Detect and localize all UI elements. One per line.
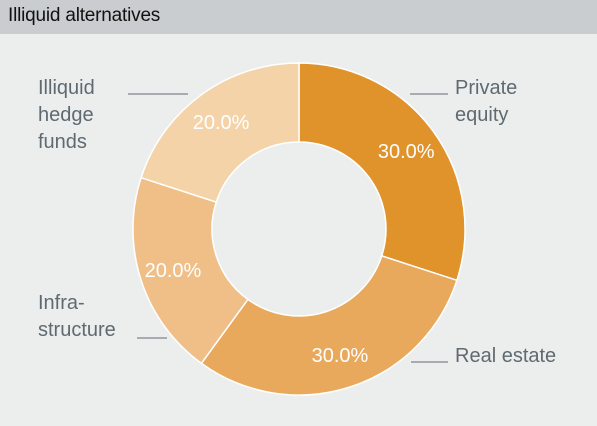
value-label-private-equity: 30.0%: [378, 141, 435, 163]
slice-private-equity: [298, 62, 466, 282]
category-label-infra-structure: Infra-structure: [38, 292, 116, 341]
category-label-illiquid-hedge-funds: Illiquid hedge funds: [38, 77, 95, 153]
value-label-illiquid-hedge-funds: 20.0%: [193, 112, 250, 134]
value-label-infra-structure: 20.0%: [145, 260, 202, 282]
header-bar: Illiquid alternatives: [0, 0, 597, 34]
slice-real-estate: [200, 254, 458, 396]
slice-illiquid-hedge-funds: [140, 62, 300, 204]
value-label-real-estate: 30.0%: [312, 345, 369, 367]
slice-infra-structure: [132, 176, 249, 365]
category-label-private-equity: Private equity: [455, 77, 517, 126]
category-label-real-estate: Real estate: [455, 345, 556, 367]
chart-title: Illiquid alternatives: [8, 5, 161, 26]
